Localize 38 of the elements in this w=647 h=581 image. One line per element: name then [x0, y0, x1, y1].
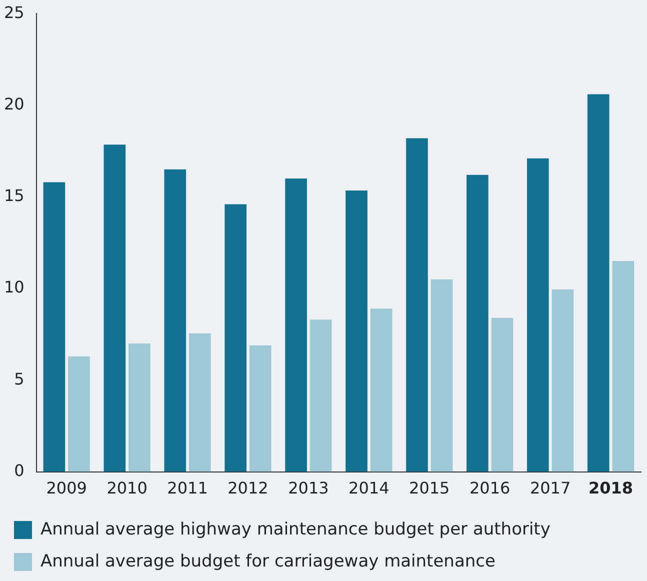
x-tick-label: 2014 — [348, 478, 390, 498]
y-tick-label: 10 — [4, 278, 24, 297]
bar — [128, 344, 150, 472]
x-tick-label: 2013 — [288, 478, 329, 498]
x-tick-label: 2016 — [469, 478, 510, 498]
x-tick-label: 2017 — [530, 478, 571, 498]
bar — [552, 289, 574, 472]
legend-label: Annual average budget for carriageway maintenance — [40, 551, 496, 572]
bar — [224, 204, 246, 472]
bar — [430, 279, 453, 472]
bar — [466, 174, 488, 472]
x-tick-label: 2015 — [409, 478, 450, 498]
bar — [406, 138, 428, 472]
bar — [346, 190, 368, 472]
y-tick-label: 20 — [4, 94, 24, 114]
x-tick-label: 2018 — [588, 478, 634, 498]
bar — [189, 333, 211, 472]
bar — [68, 356, 90, 472]
bar — [249, 345, 272, 472]
bar — [491, 318, 514, 472]
bar — [43, 182, 66, 472]
bar — [370, 308, 392, 472]
bar — [587, 94, 610, 472]
x-tick-label: 2010 — [106, 478, 148, 498]
bar — [104, 144, 126, 472]
x-tick-label: 2009 — [46, 478, 87, 498]
bar — [527, 158, 549, 472]
x-tick-label: 2012 — [228, 478, 268, 498]
y-tick-label: 0 — [14, 460, 24, 480]
bar — [285, 178, 307, 472]
bar — [164, 169, 186, 472]
y-tick-label: 25 — [4, 2, 24, 22]
y-tick-label: 15 — [4, 186, 24, 206]
y-tick-label: 5 — [14, 369, 24, 388]
legend-label: Annual average highway maintenance budget per authority — [40, 519, 550, 540]
bar — [612, 261, 634, 472]
x-tick-label: 2011 — [167, 478, 208, 498]
bar — [310, 320, 332, 472]
